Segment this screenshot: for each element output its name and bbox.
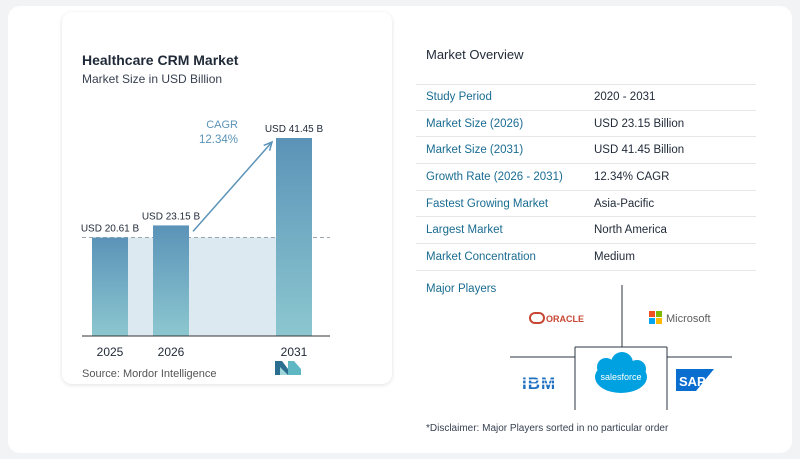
chart-card: Healthcare CRM Market Market Size in USD… bbox=[62, 12, 392, 384]
data-label-2025: USD 20.61 B bbox=[81, 224, 140, 235]
overview-row: Largest Market North America bbox=[416, 217, 756, 245]
x-tick-2025: 2025 bbox=[97, 345, 124, 359]
disclaimer: *Disclaimer: Major Players sorted in no … bbox=[426, 423, 669, 434]
source-note: Source: Mordor Intelligence bbox=[82, 368, 217, 380]
data-label-2026: USD 23.15 B bbox=[142, 211, 201, 222]
overview-label: Growth Rate (2026 - 2031) bbox=[426, 170, 563, 183]
overview-value: Medium bbox=[594, 250, 635, 263]
data-label-2031: USD 41.45 B bbox=[265, 124, 324, 135]
overview-row: Market Concentration Medium bbox=[416, 244, 756, 271]
bar-2031 bbox=[276, 138, 312, 336]
oracle-logo-icon: ORACLE bbox=[529, 312, 584, 324]
overview-label: Study Period bbox=[426, 91, 492, 104]
chart-subtitle: Market Size in USD Billion bbox=[82, 72, 223, 86]
bar-chart: USD 20.61 B 2025 USD 23.15 B 2026 USD 41.45 … bbox=[81, 119, 330, 359]
overview-row: Fastest Growing Market Asia-Pacific bbox=[416, 191, 756, 218]
overview-value: Asia-Pacific bbox=[594, 197, 655, 210]
microsoft-logo-icon: Microsoft bbox=[649, 311, 711, 325]
overview-title: Market Overview bbox=[426, 47, 524, 62]
cagr-label: CAGR bbox=[206, 119, 238, 131]
overview-value: 12.34% CAGR bbox=[594, 170, 670, 183]
overview-row: Market Size (2026) USD 23.15 Billion bbox=[416, 111, 756, 138]
svg-text:ORACLE: ORACLE bbox=[546, 314, 584, 324]
overview-value: North America bbox=[594, 224, 667, 237]
overview-row: Growth Rate (2026 - 2031) 12.34% CAGR bbox=[416, 164, 756, 191]
salesforce-logo-icon: salesforce bbox=[595, 352, 647, 393]
players-grid: ORACLE Microsoft IBM salesforce SAP bbox=[510, 285, 732, 410]
overview-label: Largest Market bbox=[426, 224, 503, 237]
overview-value: 2020 - 2031 bbox=[594, 91, 656, 104]
overview-label: Market Size (2026) bbox=[426, 117, 524, 130]
overview-row: Study Period 2020 - 2031 bbox=[416, 84, 756, 111]
baseline-region bbox=[92, 237, 312, 336]
svg-text:SAP: SAP bbox=[679, 374, 706, 389]
overview-label: Market Concentration bbox=[426, 250, 536, 263]
overview-label: Market Size (2031) bbox=[426, 144, 524, 157]
cagr-arrowhead bbox=[263, 140, 274, 151]
sap-logo-icon: SAP bbox=[676, 369, 714, 391]
overview-value: USD 41.45 Billion bbox=[594, 144, 685, 157]
x-tick-2031: 2031 bbox=[281, 345, 308, 359]
mordor-logo-icon bbox=[275, 361, 301, 375]
cagr-value: 12.34% bbox=[199, 134, 238, 146]
svg-text:salesforce: salesforce bbox=[600, 372, 641, 382]
players-title: Major Players bbox=[426, 283, 497, 295]
overview-value: USD 23.15 Billion bbox=[594, 117, 685, 130]
bar-2025 bbox=[92, 237, 128, 336]
svg-text:Microsoft: Microsoft bbox=[666, 313, 711, 325]
overview-row: Market Size (2031) USD 41.45 Billion bbox=[416, 137, 756, 165]
bar-2026 bbox=[153, 225, 189, 336]
x-tick-2026: 2026 bbox=[158, 345, 185, 359]
cagr-arrow bbox=[192, 141, 273, 232]
overview-table: Study Period 2020 - 2031 Market Size (202… bbox=[416, 84, 756, 271]
overview-label: Fastest Growing Market bbox=[426, 197, 549, 210]
ibm-logo-icon: IBM bbox=[520, 374, 566, 393]
chart-title: Healthcare CRM Market bbox=[82, 52, 239, 68]
